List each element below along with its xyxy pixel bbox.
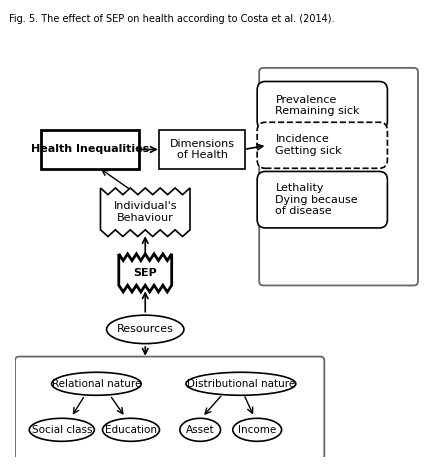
FancyBboxPatch shape [160, 130, 245, 169]
Text: Social class: Social class [31, 425, 92, 435]
PathPatch shape [101, 188, 190, 236]
Ellipse shape [52, 372, 141, 395]
FancyBboxPatch shape [42, 130, 139, 169]
Text: Income: Income [238, 425, 276, 435]
Ellipse shape [186, 372, 296, 395]
Text: Incidence
Getting sick: Incidence Getting sick [275, 135, 342, 156]
Text: Lethality
Dying because
of disease: Lethality Dying because of disease [275, 183, 358, 216]
Ellipse shape [233, 418, 281, 441]
PathPatch shape [119, 254, 172, 292]
Text: Prevalence
Remaining sick: Prevalence Remaining sick [275, 95, 360, 116]
Text: SEP: SEP [133, 268, 157, 278]
Ellipse shape [29, 418, 94, 441]
Text: Fig. 5. The effect of SEP on health according to Costa et al. (2014).: Fig. 5. The effect of SEP on health acco… [9, 14, 334, 24]
Text: Distributional nature: Distributional nature [187, 379, 295, 389]
Ellipse shape [180, 418, 221, 441]
Text: Education: Education [105, 425, 157, 435]
Ellipse shape [103, 418, 160, 441]
Ellipse shape [107, 315, 184, 344]
FancyBboxPatch shape [257, 82, 388, 130]
FancyBboxPatch shape [259, 68, 418, 286]
Text: Individual's
Behaviour: Individual's Behaviour [114, 202, 177, 223]
FancyBboxPatch shape [257, 122, 388, 169]
Text: Asset: Asset [186, 425, 215, 435]
Text: Resources: Resources [117, 324, 173, 334]
Text: Relational nature: Relational nature [52, 379, 141, 389]
FancyBboxPatch shape [257, 171, 388, 228]
Text: Dimensions
of Health: Dimensions of Health [170, 139, 235, 160]
FancyBboxPatch shape [15, 356, 324, 464]
Text: Health Inequalities: Health Inequalities [31, 144, 149, 154]
